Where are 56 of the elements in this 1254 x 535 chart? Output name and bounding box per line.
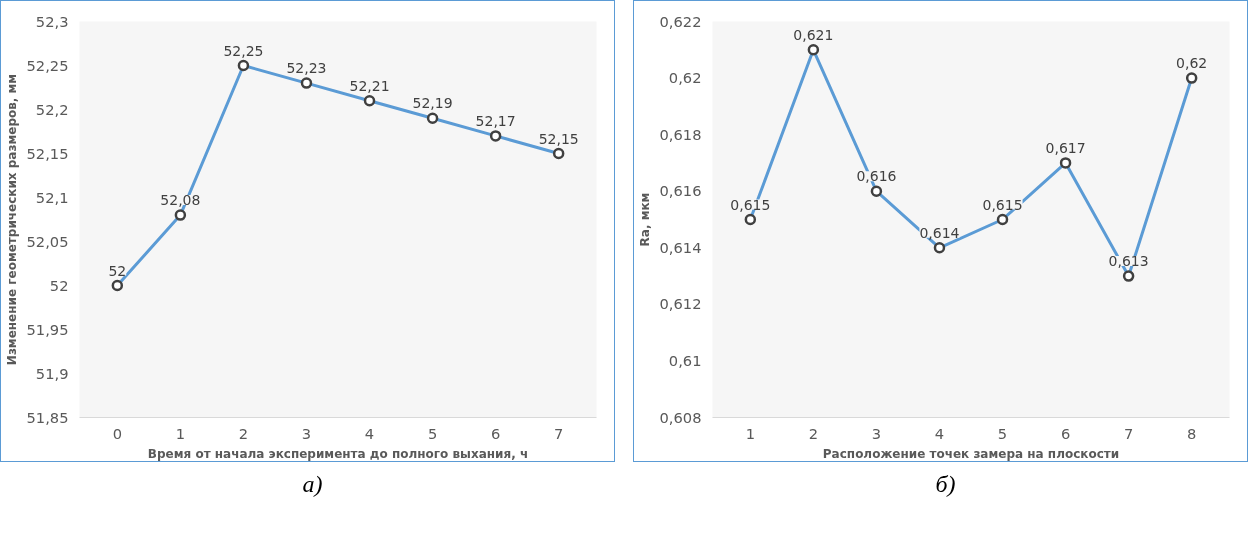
- x-tick-label: 2: [808, 424, 819, 442]
- x-tick-label: 8: [1187, 424, 1197, 442]
- y-tick-label: 51,9: [35, 364, 69, 382]
- text: б): [935, 470, 956, 499]
- x-tick-label: 4: [934, 424, 945, 442]
- x-tick-label: 2: [238, 424, 249, 442]
- data-label: 0,616: [856, 168, 897, 185]
- data-label: 0,615: [730, 196, 771, 213]
- y-tick-label: 52,1: [35, 188, 69, 206]
- x-tick-label: 7: [554, 424, 564, 442]
- data-label: 52,17: [475, 112, 516, 129]
- y-axis-title: Изменение геометрических размеров, мм: [4, 73, 19, 366]
- data-label: 0,617: [1045, 139, 1086, 156]
- x-tick-label: 5: [997, 424, 1008, 442]
- data-label: 52,15: [538, 130, 579, 147]
- y-axis-title: Ra, мкм: [637, 192, 652, 247]
- x-tick-label: 6: [1060, 424, 1071, 442]
- text: а): [302, 470, 323, 499]
- y-tick-label: 0,614: [659, 238, 702, 256]
- x-tick-label: 7: [1123, 424, 1134, 442]
- y-tick-label: 0,612: [659, 295, 702, 313]
- x-tick-label: 0: [112, 424, 122, 442]
- x-tick-label: 5: [427, 424, 438, 442]
- y-tick-label: 0,616: [659, 182, 702, 200]
- y-tick-label: 0,61: [668, 351, 702, 369]
- x-axis-title: Время от начала эксперимента до полного выхания, ч: [147, 446, 529, 461]
- y-tick-label: 0,618: [659, 125, 702, 143]
- y-tick-label: 52,3: [35, 12, 69, 30]
- y-tick-label: 0,608: [659, 408, 702, 426]
- x-axis-title: Расположение точек замера на плоскости: [822, 446, 1120, 461]
- x-tick-label: 1: [175, 424, 186, 442]
- data-label: 52,23: [286, 60, 327, 77]
- x-tick-label: 1: [745, 424, 755, 442]
- y-tick-label: 0,622: [659, 12, 702, 30]
- data-label: 52,19: [412, 95, 453, 112]
- y-tick-label: 52,25: [26, 56, 69, 74]
- x-tick-label: 3: [301, 424, 312, 442]
- data-label: 0,613: [1108, 253, 1149, 270]
- y-tick-label: 52,05: [26, 232, 69, 250]
- y-tick-label: 52,2: [35, 100, 69, 118]
- x-tick-label: 6: [490, 424, 501, 442]
- data-label: 0,615: [982, 196, 1023, 213]
- y-tick-label: 52: [49, 276, 69, 294]
- data-label: 52: [108, 262, 127, 279]
- data-label: 0,621: [793, 26, 834, 43]
- y-tick-label: 51,85: [26, 408, 69, 426]
- data-label: 52,25: [223, 42, 264, 59]
- data-label: 0,614: [919, 224, 960, 241]
- y-tick-label: 0,62: [668, 69, 702, 87]
- x-tick-label: 3: [871, 424, 882, 442]
- data-label: 52,08: [160, 192, 201, 209]
- data-label: 0,62: [1176, 55, 1208, 72]
- y-tick-label: 51,95: [26, 320, 69, 338]
- y-tick-label: 52,15: [26, 144, 69, 162]
- data-label: 52,21: [349, 77, 390, 94]
- x-tick-label: 4: [364, 424, 375, 442]
